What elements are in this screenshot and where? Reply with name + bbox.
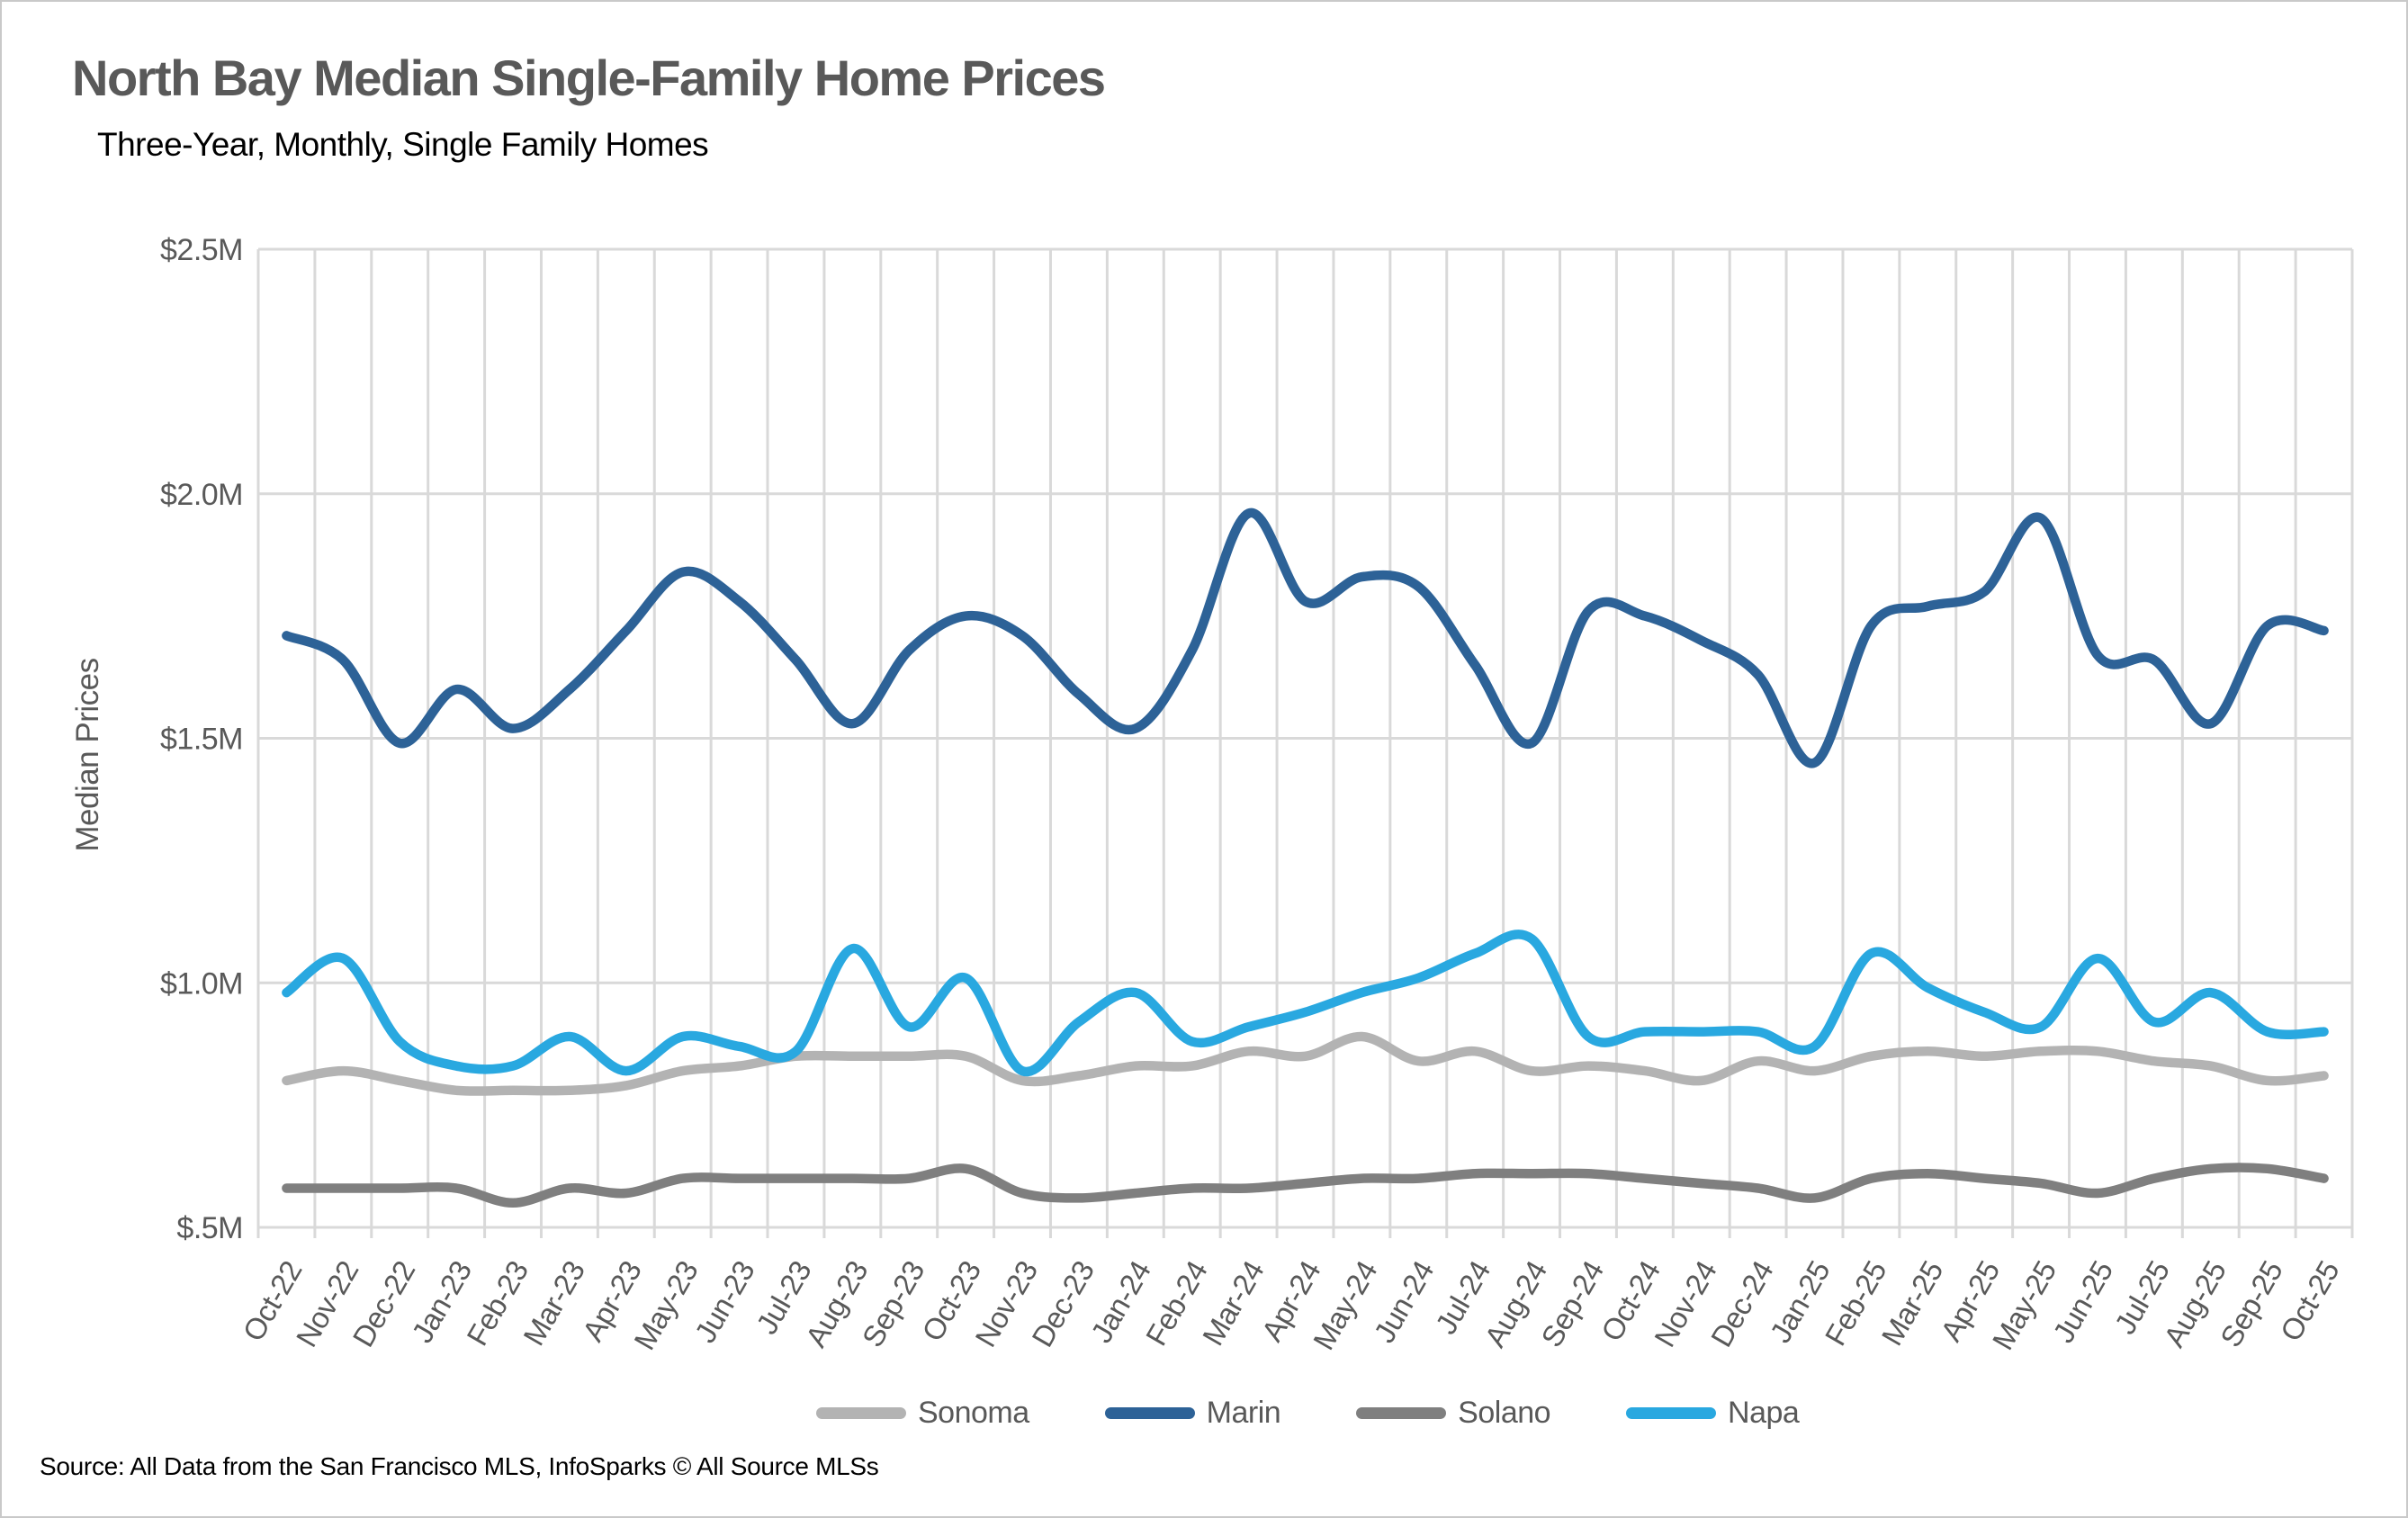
legend-label: Napa <box>1728 1395 1800 1430</box>
series-line-napa <box>282 930 2329 1077</box>
y-tick-label: $2.5M <box>160 233 243 267</box>
y-tick-label: $1.0M <box>160 966 243 1001</box>
x-tick-label: Oct-25 <box>2274 1255 2346 1347</box>
y-tick-label: $1.5M <box>160 723 243 757</box>
legend-swatch-marin <box>1104 1406 1195 1419</box>
legend-label: Marin <box>1206 1395 1281 1430</box>
legend-label: Sonoma <box>918 1395 1029 1430</box>
legend-label: Solano <box>1458 1395 1551 1430</box>
legend-item-solano: Solano <box>1356 1395 1551 1431</box>
y-tick-label: $.5M <box>176 1211 243 1245</box>
legend-swatch-solano <box>1356 1406 1447 1419</box>
series-line-solano <box>282 1163 2329 1208</box>
source-note: Source: All Data from the San Francisco … <box>40 1452 879 1480</box>
page-title: North Bay Median Single-Family Home Pric… <box>72 49 1106 106</box>
chart-legend: Sonoma Marin Solano Napa <box>816 1391 1800 1434</box>
legend-item-napa: Napa <box>1626 1395 1800 1431</box>
series-line-sonoma <box>282 1031 2329 1096</box>
y-tick-label: $2.0M <box>160 478 243 512</box>
page-subtitle: Three-Year, Monthly, Single Family Homes <box>97 126 709 163</box>
legend-swatch-napa <box>1626 1406 1717 1419</box>
legend-item-sonoma: Sonoma <box>816 1396 1029 1431</box>
legend-swatch-sonoma <box>816 1406 906 1419</box>
legend-item-marin: Marin <box>1104 1395 1281 1431</box>
series-line-marin <box>282 507 2329 768</box>
